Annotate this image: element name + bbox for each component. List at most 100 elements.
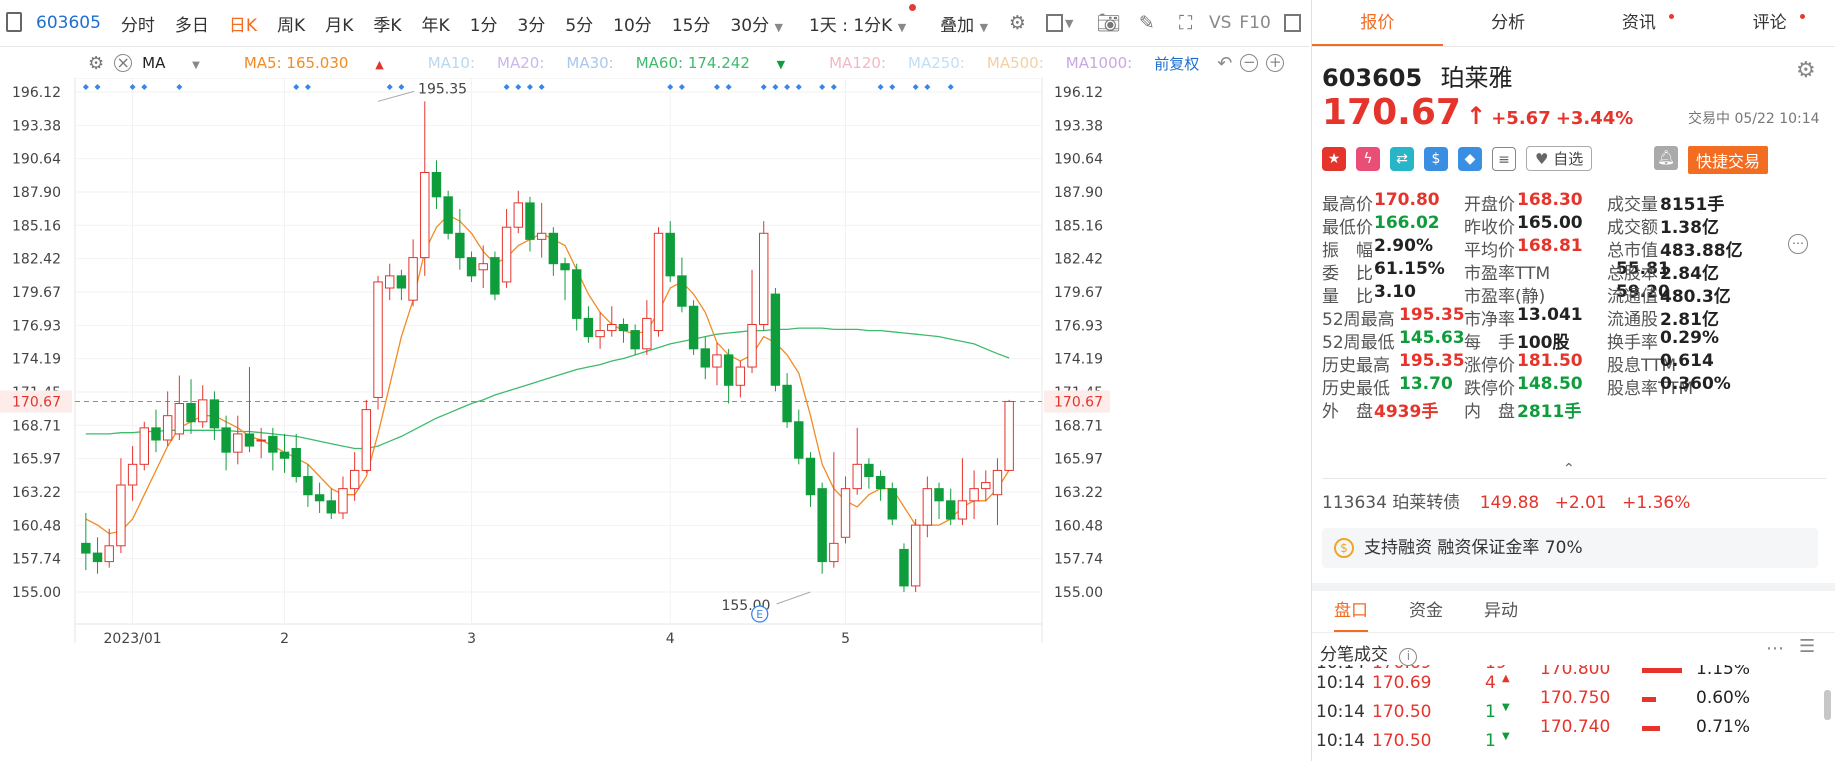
dollar-icon[interactable]: $ — [1424, 146, 1448, 171]
tick-price: 170.69 — [1372, 673, 1432, 693]
candle-body — [981, 482, 991, 490]
tab-5min[interactable]: 5分 — [565, 15, 594, 36]
candle-body — [887, 488, 897, 520]
adjust-button[interactable]: 前复权 — [1154, 54, 1200, 73]
ma120-label[interactable]: MA120: — [829, 54, 886, 72]
candle-body — [127, 463, 138, 486]
tab-analysis[interactable]: 分析 — [1491, 13, 1526, 33]
quote-value: 195.35 — [1399, 351, 1465, 371]
y-tick-label-right: 168.71 — [1054, 418, 1103, 434]
tab-anomaly[interactable]: 异动 — [1484, 601, 1518, 621]
tab-monthly-k[interactable]: 月K — [325, 15, 354, 36]
ma1000-label[interactable]: MA1000: — [1065, 54, 1133, 72]
lightning-icon[interactable]: ϟ — [1356, 146, 1380, 171]
y-tick-label-right: 174.19 — [1054, 352, 1103, 368]
candle-body — [396, 275, 407, 289]
quote-label: 换手率 — [1607, 333, 1658, 353]
event-marker-icon — [760, 84, 767, 90]
tab-30min[interactable]: 30分 ▼ — [720, 11, 793, 36]
margin-banner[interactable]: $ 支持融资 融资保证金率 70% — [1322, 528, 1818, 568]
undo-icon[interactable]: ↶ — [1217, 52, 1233, 74]
list-icon[interactable]: ☰ — [1799, 636, 1816, 657]
tab-15min[interactable]: 15分 — [671, 15, 711, 36]
tab-funds[interactable]: 资金 — [1409, 601, 1443, 621]
scrollbar[interactable] — [1824, 690, 1831, 720]
shuffle-icon[interactable]: ⇄ — [1390, 146, 1414, 171]
tab-comments-label: 评论 — [1752, 13, 1787, 33]
event-marker-icon — [830, 84, 837, 90]
tick-price: 170.50 — [1372, 702, 1432, 722]
kline-chart-svg[interactable]: 196.12 196.12 193.38 193.38 190.64 190.64 187.… — [0, 77, 1310, 761]
candle-body — [233, 433, 243, 453]
pencil-icon[interactable]: ✎ — [1138, 12, 1155, 34]
info-icon[interactable]: i — [1399, 648, 1418, 666]
camera-icon[interactable]: 📷︎ — [1096, 12, 1121, 34]
tag-icon[interactable]: ◆ — [1458, 146, 1482, 171]
quote-label: 跌停价 — [1464, 379, 1515, 399]
chevron-down-icon[interactable]: ▼ — [1065, 16, 1074, 30]
ma30-label[interactable]: MA30: — [566, 54, 614, 72]
panel-toggle-icon[interactable] — [1283, 14, 1302, 32]
ma10-label[interactable]: MA10: — [427, 54, 476, 72]
candle-body — [607, 323, 617, 332]
tab-news[interactable]: 资讯 — [1574, 0, 1705, 46]
tab-yearly-k[interactable]: 年K — [421, 15, 450, 36]
tab-orderbook[interactable]: 盘口 — [1334, 596, 1368, 632]
close-icon[interactable]: × — [114, 54, 133, 72]
tick-time: 10:14 — [1316, 665, 1365, 673]
window-layout-icon[interactable] — [1045, 14, 1063, 32]
note-icon[interactable]: ≡ — [1492, 146, 1516, 171]
more-icon[interactable]: ⋯ — [1788, 234, 1808, 254]
tab-1min[interactable]: 1分 — [469, 15, 498, 36]
tab-daily-k[interactable]: 日K — [228, 15, 258, 36]
candle-body — [338, 488, 348, 514]
candle-body — [770, 293, 781, 386]
sidebar-toggle-icon[interactable] — [6, 12, 22, 32]
indicator-type-select[interactable]: MA ▼ — [142, 54, 222, 72]
range-select[interactable]: 1天 : 1分K ▼ — [799, 3, 917, 36]
compare-button[interactable]: VS — [1208, 13, 1232, 33]
quick-trade-button[interactable]: 快捷交易 — [1688, 146, 1769, 174]
ma500-label[interactable]: MA500: — [986, 54, 1044, 72]
quote-value: 1.38亿 — [1660, 218, 1719, 238]
tab-multiday[interactable]: 多日 — [174, 15, 209, 36]
more-icon[interactable]: ⋯ — [1766, 638, 1784, 659]
settings-icon[interactable]: ⚙ — [88, 52, 105, 74]
candle-body — [852, 463, 862, 490]
tab-intraday[interactable]: 分时 — [120, 15, 155, 36]
zoom-in-icon[interactable]: + — [1266, 54, 1285, 72]
f10-button[interactable]: F10 — [1239, 13, 1271, 33]
candle-body — [618, 323, 629, 332]
ma20-label[interactable]: MA20: — [497, 54, 545, 72]
bell-icon[interactable]: 🔔︎ — [1654, 146, 1678, 170]
watchlist-button[interactable]: ♥ 自选 — [1526, 146, 1593, 171]
quote-value: 145.63 — [1399, 328, 1465, 348]
quote-label: 历史最低 — [1322, 379, 1390, 399]
current-price-label-left: 170.67 — [12, 394, 61, 410]
margin-text: 支持融资 融资保证金率 70% — [1364, 538, 1583, 558]
china-flag-icon[interactable]: ★ — [1322, 146, 1346, 171]
settings-icon[interactable]: ⚙ — [1796, 58, 1816, 83]
zoom-out-icon[interactable]: − — [1240, 54, 1259, 72]
y-tick-label-left: 155.00 — [12, 585, 61, 601]
tab-10min[interactable]: 10分 — [613, 15, 652, 36]
tab-3min[interactable]: 3分 — [517, 15, 546, 36]
tab-comments[interactable]: 评论 — [1704, 0, 1835, 46]
convertible-bond[interactable]: 113634 珀莱转债 149.88 +2.01 +1.36% — [1322, 488, 1690, 513]
indicator-type-label: MA — [142, 54, 166, 72]
quote-value: 3.10 — [1374, 282, 1416, 302]
down-triangle-icon: ▼ — [1502, 731, 1510, 742]
event-marker-icon — [176, 84, 183, 90]
quote-label: 总股本 — [1607, 264, 1658, 284]
quote-value: 13.041 — [1517, 305, 1583, 325]
kline-chart[interactable]: 196.12 196.12 193.38 193.38 190.64 190.64 187.… — [0, 77, 1310, 761]
settings-icon[interactable]: ⚙ — [1008, 12, 1026, 34]
fullscreen-icon[interactable]: ⛶ — [1178, 12, 1193, 34]
ma250-label[interactable]: MA250: — [908, 54, 965, 72]
tab-weekly-k[interactable]: 周K — [277, 15, 306, 36]
tab-quarterly-k[interactable]: 季K — [373, 15, 402, 36]
chevron-up-icon[interactable]: ⌃ — [1563, 461, 1575, 477]
overlay-select[interactable]: 叠加 ▼ — [930, 11, 998, 36]
tab-quote[interactable]: 报价 — [1312, 0, 1443, 46]
tick-volume: 1 — [1485, 702, 1496, 722]
